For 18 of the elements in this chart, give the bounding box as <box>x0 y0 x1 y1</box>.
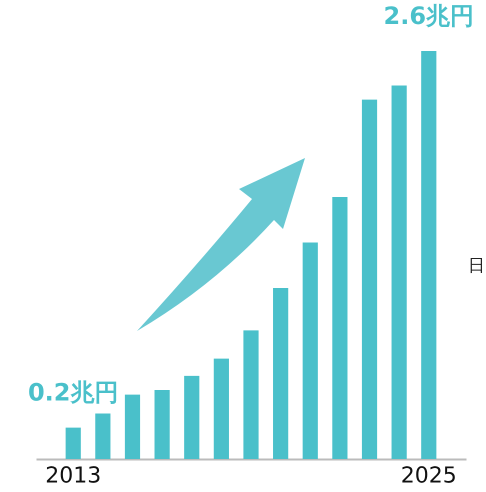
x-tick-label: 2013 <box>45 464 102 488</box>
text: 日 <box>468 255 485 277</box>
bar <box>66 428 81 459</box>
bar <box>184 376 200 459</box>
bar <box>273 288 288 459</box>
bar <box>362 100 378 459</box>
bar <box>95 413 110 459</box>
bar <box>243 330 259 459</box>
bar <box>421 51 436 459</box>
bar <box>302 242 318 459</box>
bar <box>154 390 170 459</box>
bar <box>214 358 229 459</box>
x-tick-label: 2025 <box>400 464 457 488</box>
data-label: 0.2兆円 <box>28 378 118 407</box>
data-label: 2.6兆円 <box>384 2 474 30</box>
bar <box>332 196 348 459</box>
bar <box>124 394 140 459</box>
bar <box>392 86 407 459</box>
